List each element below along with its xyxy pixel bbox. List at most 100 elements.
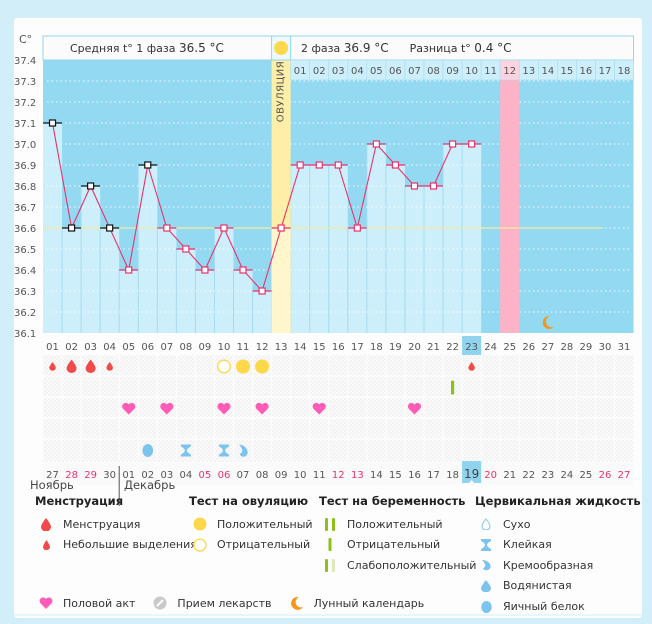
y-tick-label: 37.0 [14, 140, 36, 151]
temperature-bar [309, 165, 329, 333]
calendar-date-label: 11 [313, 470, 326, 481]
drop-filled-icon [475, 579, 497, 592]
egg-icon [475, 600, 497, 613]
calendar-date-label: 03 [160, 470, 173, 481]
temperature-point [106, 224, 114, 232]
calendar-date-label: 19 [464, 467, 479, 481]
ovulation-positive-icon [236, 359, 251, 374]
calendar-date-label: 28 [65, 470, 78, 481]
legend-item-medication: Прием лекарств [149, 593, 272, 614]
calendar-date-label: 13 [351, 470, 364, 481]
phase2-average: 2 фаза 36.9 °C Разница t° 0.4 °C [301, 41, 512, 55]
calendar-date-label: 20 [484, 470, 497, 481]
legend-item-ovulation-positive: Положительный [189, 514, 313, 535]
legend-item-menstruation: Менструация [35, 514, 197, 535]
hourglass-icon [475, 538, 497, 551]
y-tick-label: 36.1 [14, 329, 36, 340]
calendar-date-label: 17 [427, 470, 440, 481]
dpo-label: 16 [580, 66, 593, 77]
calendar-date-label: 27 [46, 470, 59, 481]
ovulation-positive-icon [255, 359, 270, 374]
faint-double-bar-icon [319, 558, 341, 572]
temperature-point [372, 140, 380, 148]
dpo-label: 09 [446, 66, 459, 77]
cycle-day-label: 04 [103, 342, 116, 353]
y-tick-label: 36.5 [14, 245, 36, 256]
spotting-drop-icon [49, 361, 56, 371]
temperature-point [125, 266, 133, 274]
cycle-day-label: 13 [275, 342, 288, 353]
legend-cervical-fluid-title: Цервикальная жидкость [475, 494, 641, 508]
cycle-day-label: 27 [541, 342, 554, 353]
temperature-bar [252, 291, 272, 333]
legend-item-watery: Водянистая [475, 576, 641, 597]
calendar-date-label: 08 [256, 470, 269, 481]
calendar-date-label: 22 [522, 470, 535, 481]
calendar-date-label: 05 [199, 470, 212, 481]
temperature-bar [157, 228, 177, 333]
dpo-label: 03 [332, 66, 345, 77]
legend-ovulation-test: Тест на овуляцию Положительный Отрицател… [189, 494, 313, 555]
phase1-value: 36.5 °C [179, 41, 224, 55]
dpo-label: 08 [427, 66, 440, 77]
temperature-point [67, 224, 76, 232]
temperature-bar [347, 228, 367, 333]
dpo-cell [614, 59, 634, 81]
today-highlight [462, 336, 482, 356]
temperature-point [410, 182, 419, 190]
legend-menstruation: Менструация Менструация Небольшие выделе… [35, 494, 197, 555]
temperature-bar [119, 270, 139, 333]
temperature-point [468, 140, 476, 148]
circle-outline-icon [189, 538, 211, 552]
temperature-bar [424, 186, 444, 333]
dpo-label: 15 [561, 66, 574, 77]
y-tick-label: 36.4 [14, 266, 36, 277]
y-tick-label: 36.7 [14, 203, 36, 214]
menstruation-drop-icon [66, 359, 77, 374]
calendar-date-label: 18 [446, 470, 459, 481]
calendar-date-label: 14 [370, 470, 383, 481]
cycle-day-label: 02 [65, 342, 78, 353]
pregnancy-test-negative-icon [450, 380, 455, 395]
temperature-bar [462, 144, 482, 333]
cycle-day-label: 07 [160, 342, 173, 353]
calendar-date-label: 27 [618, 470, 631, 481]
cycle-day-label: 30 [599, 342, 612, 353]
cycle-day-label: 12 [256, 342, 269, 353]
legend-item-dry: Сухо [475, 514, 641, 535]
y-tick-label: 36.8 [14, 182, 36, 193]
dpo-label: 10 [465, 66, 478, 77]
ovulation-negative-icon [217, 359, 231, 374]
legend-item-egg-white: Яичный белок [475, 596, 641, 617]
dpo-label: 05 [370, 66, 383, 77]
temperature-point [201, 266, 209, 274]
diff-label: Разница t° [409, 42, 471, 55]
cycle-day-label: 19 [389, 342, 402, 353]
cycle-day-label: 31 [618, 342, 631, 353]
ovulation-column-lower [271, 228, 291, 333]
sticky-icon [218, 444, 229, 457]
calendar-date-label: 30 [103, 470, 116, 481]
temperature-point [315, 161, 323, 169]
calendar-date-label: 12 [332, 470, 345, 481]
sticky-icon [180, 444, 191, 457]
legend-pregnancy-test-title: Тест на беременность [319, 494, 466, 508]
calendar-date-label: 07 [237, 470, 250, 481]
diff-value: 0.4 °C [474, 41, 512, 55]
cycle-day-label: 22 [446, 342, 459, 353]
heart-icon [35, 597, 57, 610]
legend-item-sticky: Клейкая [475, 535, 641, 556]
temperature-point [48, 119, 57, 127]
cycle-day-label: 29 [580, 342, 593, 353]
menstruation-drop-icon [85, 359, 96, 374]
dpo-label: 12 [503, 66, 516, 77]
expected-period-column [500, 38, 520, 333]
temperature-bar [100, 228, 120, 333]
calendar-date-label: 21 [503, 470, 516, 481]
calendar-date-label: 02 [141, 470, 154, 481]
legend-item-pregnancy-weak: Слабоположительный [319, 555, 476, 576]
temperature-bar [404, 186, 424, 333]
legend-other: Половой акт Прием лекарств Лунный календ… [35, 593, 424, 614]
temperature-bar [328, 165, 348, 333]
temperature-bar [214, 228, 234, 333]
